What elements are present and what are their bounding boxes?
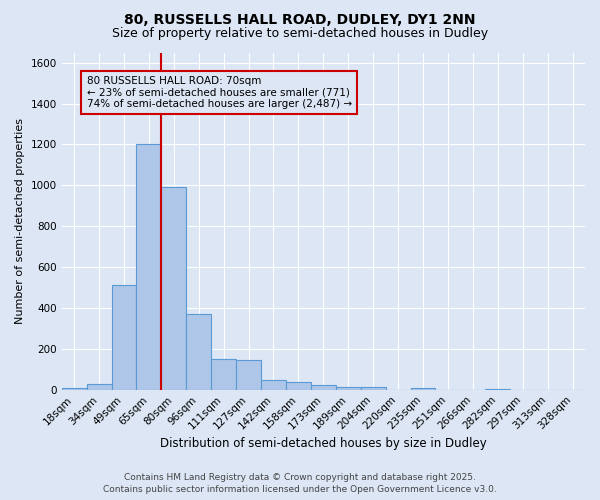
Bar	[112, 286, 136, 390]
Bar	[311, 384, 336, 390]
X-axis label: Distribution of semi-detached houses by size in Dudley: Distribution of semi-detached houses by …	[160, 437, 487, 450]
Bar	[186, 314, 211, 390]
Bar	[161, 188, 186, 390]
Bar	[286, 382, 311, 390]
Bar	[211, 359, 236, 390]
Text: 80 RUSSELLS HALL ROAD: 70sqm
← 23% of semi-detached houses are smaller (771)
74%: 80 RUSSELLS HALL ROAD: 70sqm ← 23% of se…	[86, 76, 352, 109]
Bar	[336, 386, 361, 390]
Bar	[62, 388, 86, 390]
Text: Contains HM Land Registry data © Crown copyright and database right 2025.: Contains HM Land Registry data © Crown c…	[124, 474, 476, 482]
Text: 80, RUSSELLS HALL ROAD, DUDLEY, DY1 2NN: 80, RUSSELLS HALL ROAD, DUDLEY, DY1 2NN	[124, 12, 476, 26]
Bar	[236, 360, 261, 390]
Bar	[86, 384, 112, 390]
Bar	[485, 388, 510, 390]
Y-axis label: Number of semi-detached properties: Number of semi-detached properties	[15, 118, 25, 324]
Bar	[361, 386, 386, 390]
Bar	[261, 380, 286, 390]
Text: Contains public sector information licensed under the Open Government Licence v3: Contains public sector information licen…	[103, 485, 497, 494]
Text: Size of property relative to semi-detached houses in Dudley: Size of property relative to semi-detach…	[112, 28, 488, 40]
Bar	[410, 388, 436, 390]
Bar	[136, 144, 161, 390]
